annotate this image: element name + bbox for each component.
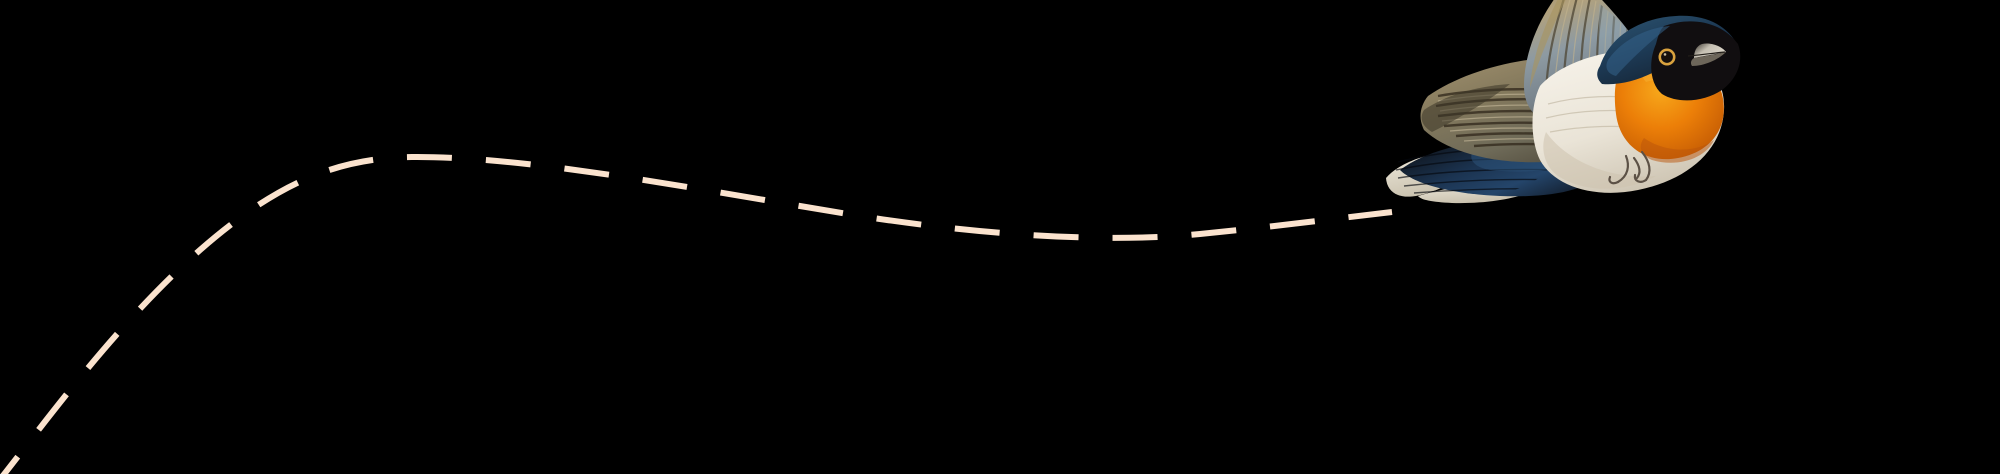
belly-shadow bbox=[1543, 132, 1656, 189]
foot-left bbox=[1616, 154, 1629, 184]
beak-gape-line bbox=[1687, 51, 1726, 57]
flight-trail-path bbox=[0, 153, 1393, 474]
eye-pupil bbox=[1662, 52, 1672, 62]
breast-deep-shadow bbox=[1640, 138, 1714, 163]
eye-catchlight bbox=[1663, 53, 1667, 56]
bird-eye bbox=[1658, 48, 1676, 66]
lower-wing-tip-shade bbox=[1421, 84, 1510, 132]
bird-beak bbox=[1687, 43, 1726, 66]
bird-feet bbox=[1608, 150, 1651, 185]
eye-ring bbox=[1658, 48, 1676, 66]
bird-head bbox=[1597, 15, 1741, 101]
foot-right bbox=[1640, 150, 1651, 182]
beak-lower bbox=[1690, 52, 1726, 66]
crown-highlight bbox=[1606, 26, 1670, 76]
foot-left-claw bbox=[1608, 175, 1620, 185]
foot-rear-toe bbox=[1632, 156, 1641, 180]
foot-right-claw bbox=[1633, 173, 1648, 183]
